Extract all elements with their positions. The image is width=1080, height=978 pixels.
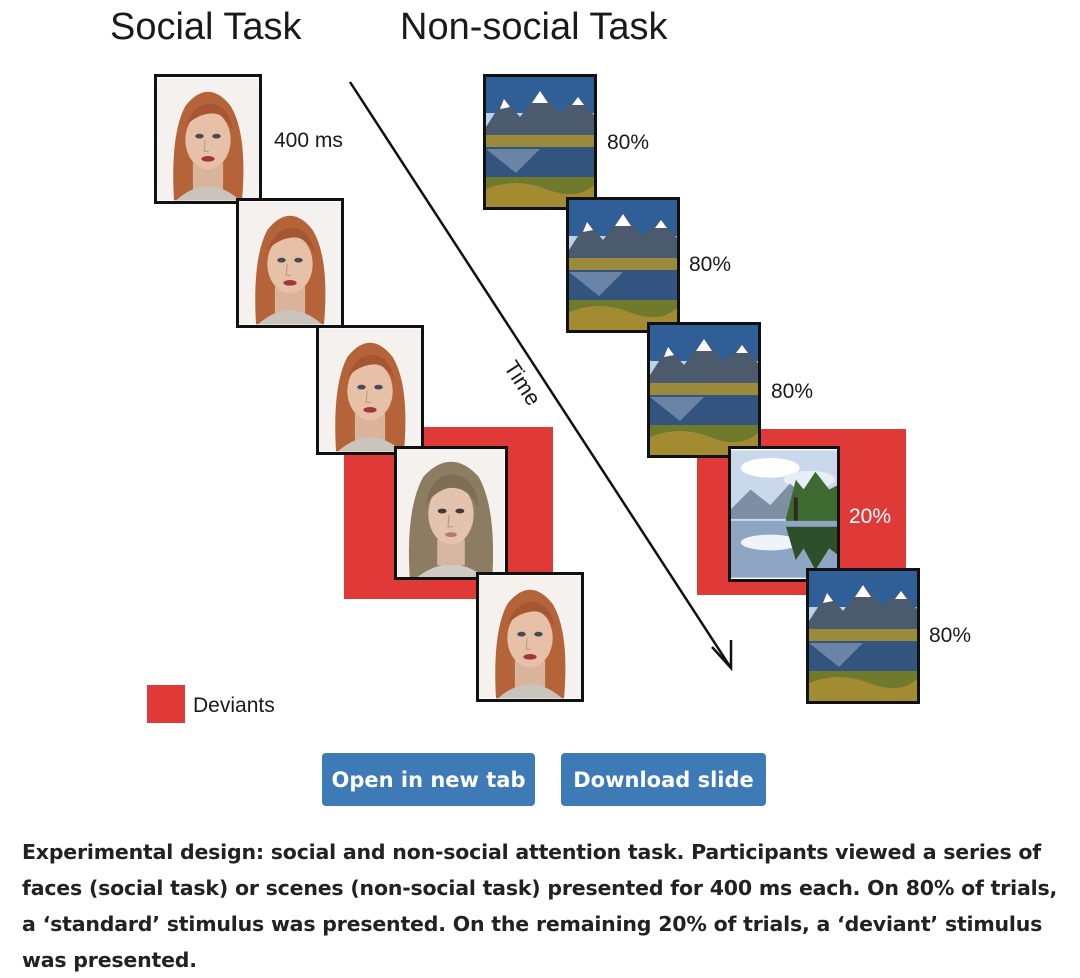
social-stimulus-1 bbox=[154, 74, 262, 204]
legend-deviants-label: Deviants bbox=[193, 694, 275, 717]
social-stimulus-5 bbox=[476, 572, 584, 702]
nonsocial-stimulus-1 bbox=[483, 74, 597, 210]
nonsocial-percent-label-1: 80% bbox=[607, 131, 650, 154]
nonsocial-percent-label-5: 80% bbox=[929, 624, 972, 647]
legend-deviant-swatch bbox=[147, 685, 185, 723]
social-duration-label: 400 ms bbox=[274, 129, 343, 152]
social-task-title: Social Task bbox=[110, 6, 302, 48]
social-stimulus-2 bbox=[236, 198, 344, 328]
social-stimulus-3 bbox=[316, 325, 424, 455]
download-slide-button[interactable]: Download slide bbox=[561, 753, 766, 806]
figure-caption: Experimental design: social and non-soci… bbox=[22, 840, 1058, 972]
nonsocial-percent-label-2: 80% bbox=[689, 253, 732, 276]
nonsocial-stimulus-3 bbox=[647, 322, 761, 458]
nonsocial-percent-label-3: 80% bbox=[771, 380, 814, 403]
nonsocial-stimulus-4-deviant bbox=[728, 446, 840, 582]
nonsocial-percent-label-4: 20% bbox=[849, 505, 892, 528]
nonsocial-task-title: Non-social Task bbox=[400, 6, 668, 48]
open-in-new-tab-button[interactable]: Open in new tab bbox=[322, 753, 535, 806]
nonsocial-stimulus-5 bbox=[806, 568, 920, 704]
social-stimulus-4-deviant bbox=[394, 446, 508, 580]
nonsocial-stimulus-2 bbox=[566, 197, 680, 333]
time-label: Time bbox=[499, 356, 547, 410]
